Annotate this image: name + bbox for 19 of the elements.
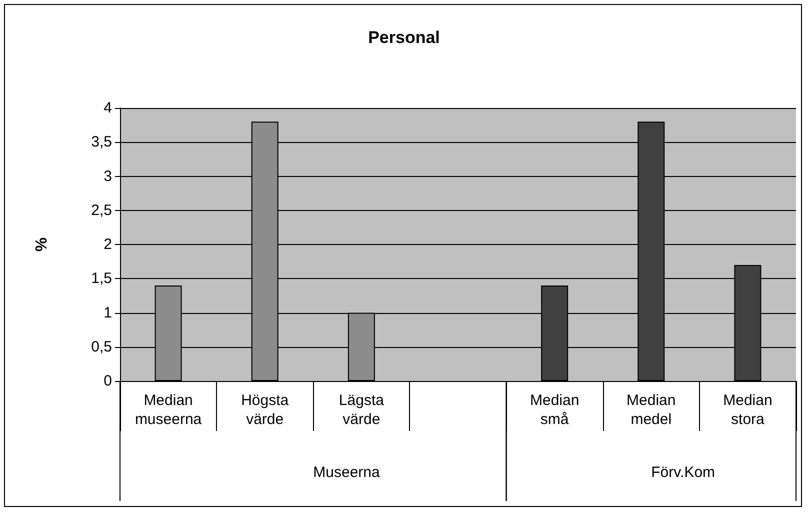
x-tick-label: Median små <box>530 392 580 428</box>
y-tick-label: 1,5 <box>91 270 112 288</box>
y-tick-label: 4 <box>104 100 112 116</box>
chart-title: Personal <box>368 28 440 47</box>
y-tick-label: 3,5 <box>91 134 112 151</box>
y-tick-label: 1 <box>104 304 112 322</box>
text: Förv.Kom <box>651 464 716 481</box>
y-tick-label: 0,5 <box>91 338 112 356</box>
x-tick-label: Lägsta värde <box>338 392 385 428</box>
y-tick-label: 3 <box>104 168 112 185</box>
x-tick-label: Median stora <box>723 392 772 428</box>
text: Museerna <box>313 464 380 481</box>
y-tick-label: 2 <box>104 236 112 253</box>
x-tick-label: Median medel <box>626 392 676 428</box>
x-tick-label: Högsta värde <box>241 392 290 428</box>
x-tick-label: Median museerna <box>134 392 202 428</box>
y-axis-title: % <box>34 237 50 252</box>
y-tick-label: 2,5 <box>91 202 112 219</box>
y-tick-label: 0 <box>104 372 112 390</box>
